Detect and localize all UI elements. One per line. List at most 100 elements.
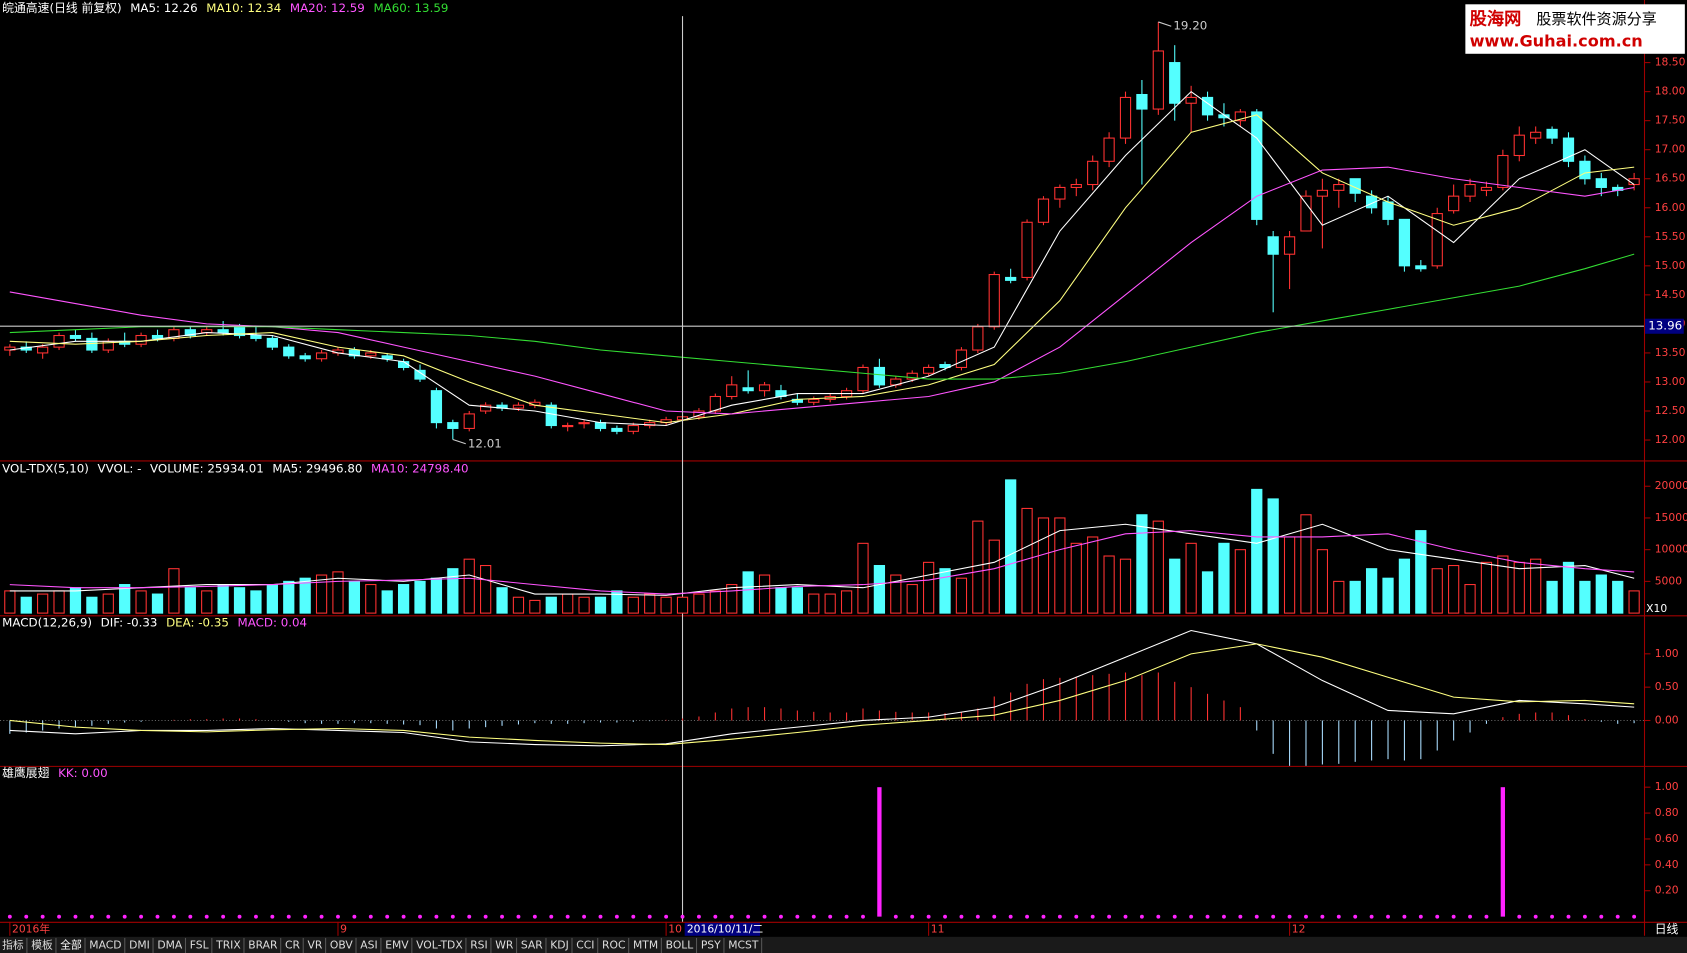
toolbar-tab[interactable]: MACD <box>89 938 121 951</box>
signal-dot <box>1451 914 1456 919</box>
toolbar-tab[interactable]: BRAR <box>248 938 278 951</box>
signal-dot <box>1123 914 1128 919</box>
toolbar-tab[interactable]: KDJ <box>550 938 569 951</box>
toolbar-tab[interactable]: ASI <box>360 938 377 951</box>
watermark-slogan: 股票软件资源分享 <box>1536 10 1656 28</box>
volume-bar <box>1628 590 1640 614</box>
panel-header-text: MACD: 0.04 <box>238 615 308 629</box>
toolbar-tab[interactable]: BOLL <box>666 938 694 951</box>
candle-body <box>1415 265 1427 270</box>
toolbar-tab[interactable]: VR <box>308 938 323 951</box>
candle-body <box>37 346 49 354</box>
volume-bar <box>890 574 902 614</box>
y-tick-label: 15.50 <box>1655 230 1686 243</box>
volume-bar <box>1005 479 1017 614</box>
toolbar-tab[interactable]: CCI <box>576 938 594 951</box>
volume-bar <box>627 596 639 614</box>
signal-dot <box>582 914 587 919</box>
candle-body <box>414 369 426 380</box>
toolbar-tab[interactable]: EMV <box>385 938 409 951</box>
toolbar-tab[interactable]: RSI <box>470 938 487 951</box>
toolbar-tab[interactable]: PSY <box>701 938 721 951</box>
candle-body <box>1234 111 1246 122</box>
y-tick-label: 17.50 <box>1655 114 1686 127</box>
signal-dot <box>336 914 340 919</box>
candle-body <box>1595 178 1607 188</box>
volume-bar <box>906 584 918 614</box>
signal-dot <box>795 914 800 919</box>
toolbar-bg <box>0 936 1687 953</box>
signal-dot <box>926 914 931 919</box>
signal-dot <box>40 914 45 919</box>
y-tick-label: 10000 <box>1655 543 1687 556</box>
y-tick-label: 16.50 <box>1655 172 1686 185</box>
candle-body <box>266 337 278 348</box>
period-label[interactable]: 日线 <box>1655 922 1679 936</box>
toolbar-tab[interactable]: WR <box>495 938 514 951</box>
x-tick-label: 9 <box>340 922 347 935</box>
signal-dot <box>713 914 718 919</box>
volume-bar <box>53 590 65 614</box>
signal-dot <box>959 914 964 919</box>
toolbar-tab[interactable]: VOL-TDX <box>416 938 463 951</box>
panel-candlestick: 皖通高速(日线 前复权) MA5: 12.26 MA10: 12.34 MA20: 1… <box>2 1 1686 450</box>
toolbar-tab[interactable]: CR <box>285 938 301 951</box>
signal-dot <box>1632 914 1637 919</box>
signal-dot <box>24 914 29 919</box>
candle-body <box>1333 183 1345 191</box>
volume-bar <box>1087 536 1099 614</box>
y-tick-label: 5000 <box>1655 574 1683 587</box>
y-tick-label: 13.50 <box>1655 346 1686 359</box>
toolbar-tab[interactable]: FSL <box>190 938 209 951</box>
candle-body <box>906 372 918 380</box>
signal-bar <box>1500 787 1506 917</box>
signal-dot <box>696 914 701 919</box>
volume-bar <box>201 590 213 614</box>
toolbar-tab[interactable]: MCST <box>728 938 759 951</box>
candle-body <box>184 329 196 337</box>
toolbar-tab[interactable]: 指标 <box>2 938 24 951</box>
toolbar-tab[interactable]: OBV <box>330 938 354 951</box>
volume-bar <box>365 584 377 614</box>
toolbar-tab[interactable]: TRIX <box>215 938 241 951</box>
signal-dot <box>1582 914 1587 919</box>
toolbar-tab[interactable]: MTM <box>633 938 658 951</box>
signal-dot <box>254 914 258 919</box>
candle-body <box>611 427 623 432</box>
y-tick-label: 0.40 <box>1655 858 1679 871</box>
signal-dot <box>828 914 833 919</box>
candle-body <box>299 355 311 360</box>
signal-dot <box>1533 914 1538 919</box>
toolbar-tab[interactable]: DMI <box>129 938 150 951</box>
signal-dot <box>1599 914 1604 919</box>
volume-bar <box>250 590 262 614</box>
volume-bar <box>545 596 557 614</box>
macd-line <box>9 629 1635 747</box>
signal-dot <box>598 914 603 919</box>
volume-bar <box>1070 542 1082 614</box>
signal-dot <box>270 914 275 919</box>
y-tick-label: 1.00 <box>1655 647 1679 660</box>
toolbar: 指标 模板 全部 MACD DMI DMA FSL TRIX BRAR CR VR OBV ASI EMV… <box>2 937 763 953</box>
signal-dot <box>237 914 242 919</box>
toolbar-tab[interactable]: 全部 <box>60 938 82 951</box>
y-tick-label: 15.00 <box>1655 259 1686 272</box>
panel-header-text: MACD(12,26,9) <box>2 615 92 629</box>
candle-body <box>939 364 951 368</box>
toolbar-tab[interactable]: DMA <box>157 938 183 951</box>
volume-bar <box>217 584 229 614</box>
volume-bar <box>480 564 492 614</box>
signal-dot <box>89 914 94 919</box>
crosshair-price: 13.96 <box>1648 319 1682 333</box>
signal-dot <box>1517 914 1522 919</box>
toolbar-tab[interactable]: 模板 <box>31 938 53 951</box>
toolbar-tab[interactable]: ROC <box>602 938 625 951</box>
y-tick-label: 18.50 <box>1655 56 1686 69</box>
toolbar-tab[interactable]: SAR <box>521 938 543 951</box>
candle-body <box>988 274 1000 328</box>
candle-body <box>1185 96 1197 104</box>
annotation-label: 19.20 <box>1173 19 1207 33</box>
candle-body <box>135 334 147 345</box>
candle-body <box>1546 128 1558 139</box>
